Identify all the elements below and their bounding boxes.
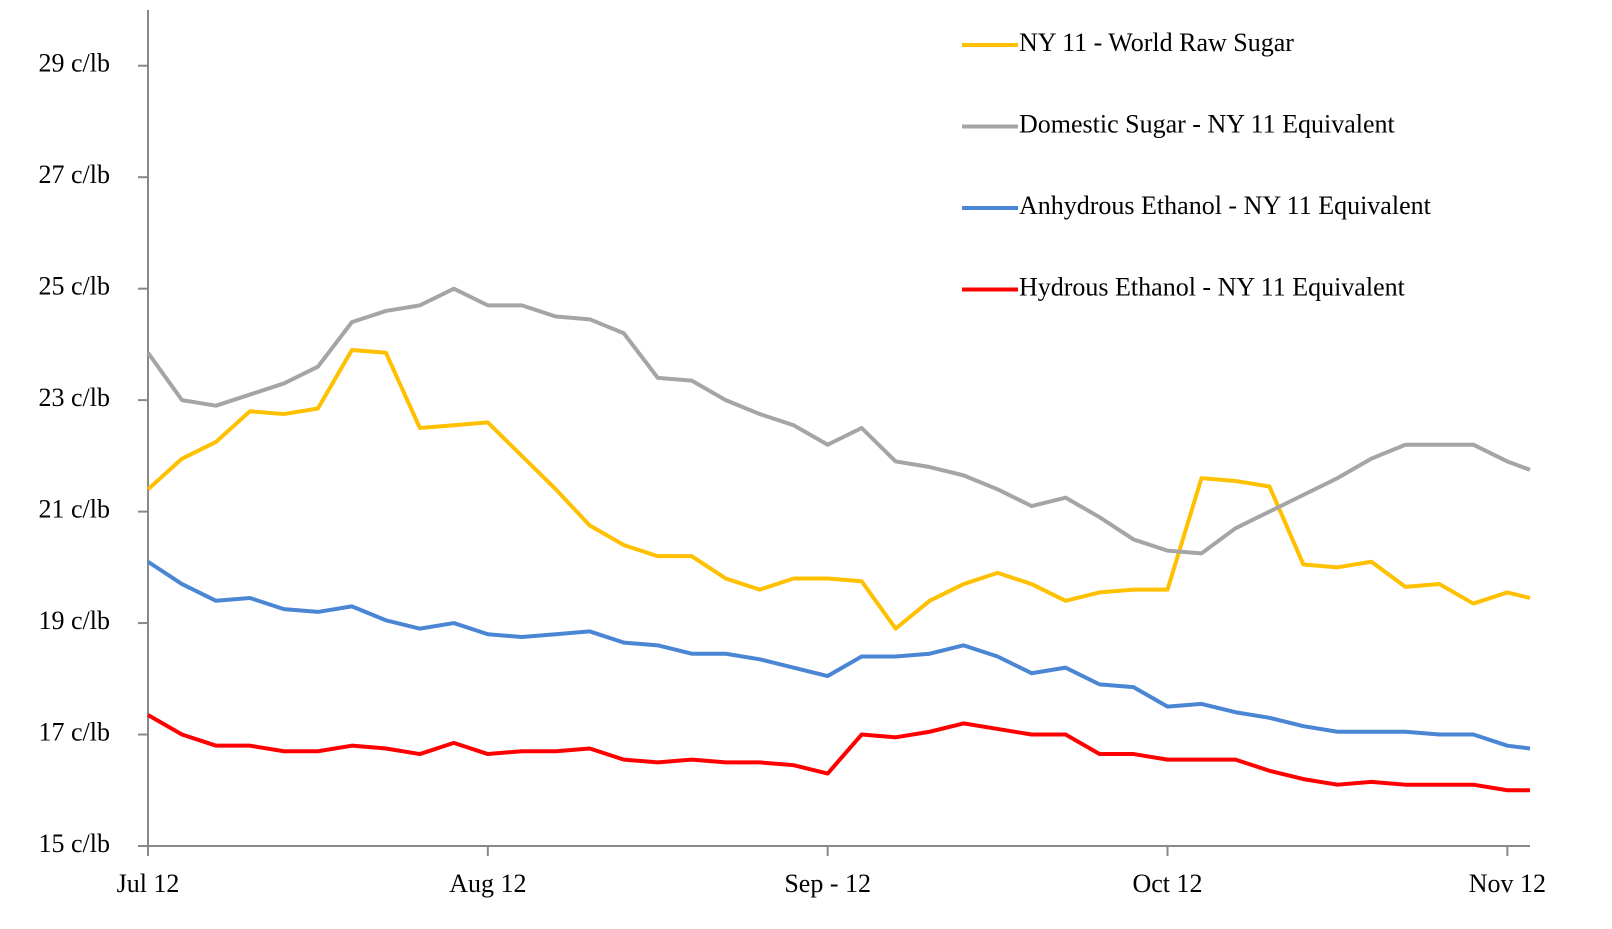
series-line bbox=[146, 347, 1531, 631]
x-tick-label: Oct 12 bbox=[1132, 869, 1202, 898]
series-line bbox=[146, 560, 1531, 751]
legend-label: NY 11 - World Raw Sugar bbox=[1019, 28, 1294, 57]
y-tick-label: 21 c/lb bbox=[39, 495, 111, 524]
legend-label: Domestic Sugar - NY 11 Equivalent bbox=[1019, 109, 1395, 138]
y-tick-label: 27 c/lb bbox=[39, 160, 111, 189]
legend-label: Anhydrous Ethanol - NY 11 Equivalent bbox=[1019, 191, 1432, 220]
y-tick-label: 23 c/lb bbox=[39, 383, 111, 412]
y-tick-label: 15 c/lb bbox=[39, 829, 111, 858]
legend-label: Hydrous Ethanol - NY 11 Equivalent bbox=[1019, 272, 1406, 301]
x-tick-label: Jul 12 bbox=[117, 869, 180, 898]
x-tick-label: Sep - 12 bbox=[784, 869, 871, 898]
y-tick-label: 25 c/lb bbox=[39, 272, 111, 301]
x-tick-label: Nov 12 bbox=[1469, 869, 1546, 898]
x-tick-label: Aug 12 bbox=[449, 869, 526, 898]
y-tick-label: 19 c/lb bbox=[39, 606, 111, 635]
y-tick-label: 17 c/lb bbox=[39, 718, 111, 747]
y-tick-label: 29 c/lb bbox=[39, 49, 111, 78]
series-line bbox=[147, 713, 1530, 793]
series-line bbox=[146, 286, 1531, 556]
